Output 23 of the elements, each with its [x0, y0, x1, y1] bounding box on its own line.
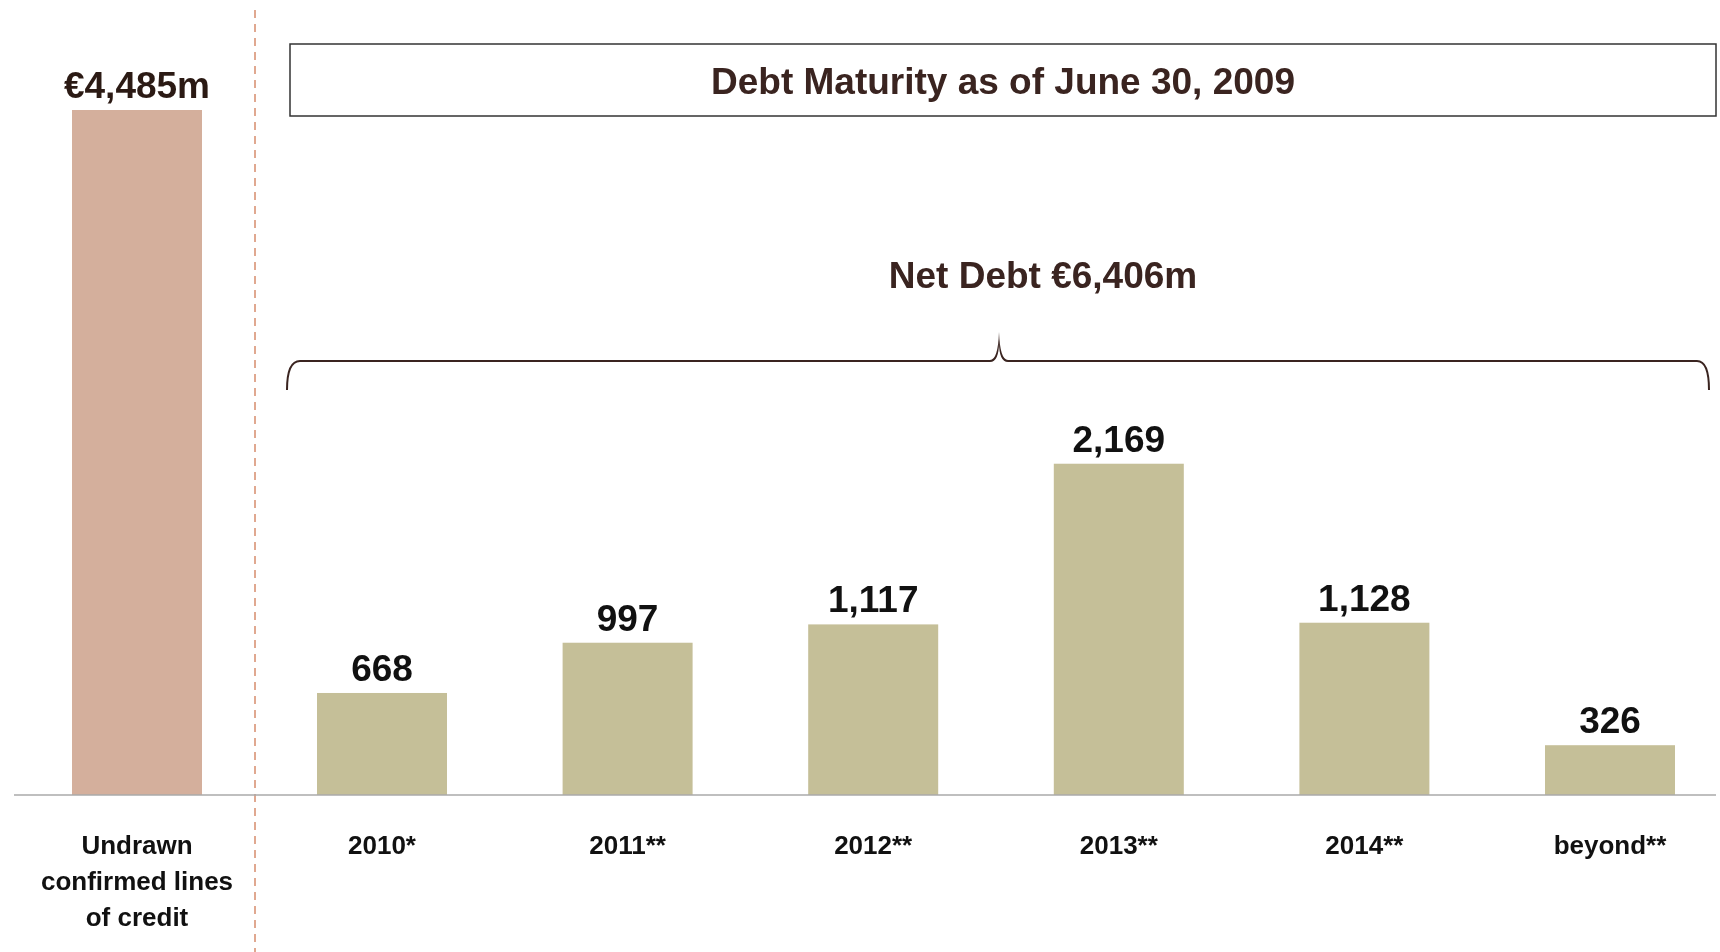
data-label: 1,128	[1318, 577, 1411, 619]
bar	[1545, 745, 1675, 795]
x-tick-label: 2011**	[589, 830, 667, 860]
x-tick-label: 2014**	[1325, 830, 1405, 860]
data-label: 668	[351, 647, 413, 689]
x-tick-label: 2013**	[1079, 830, 1159, 860]
x-tick-label: Undrawn confirmed lines of credit	[40, 830, 234, 932]
x-tick-label: 2010*	[348, 830, 417, 860]
data-label: 1,117	[827, 579, 919, 621]
x-tick-label: 2012**	[834, 830, 914, 860]
chart-title: Debt Maturity as of June 30, 2009	[711, 61, 1295, 102]
data-label: €4,485m	[63, 65, 211, 106]
bar	[808, 624, 939, 795]
bar	[1053, 463, 1184, 795]
data-label: 326	[1579, 700, 1641, 742]
bar	[562, 642, 693, 795]
bar	[317, 692, 447, 795]
data-label: 997	[596, 597, 659, 639]
bar	[72, 110, 202, 795]
bar	[1299, 622, 1430, 795]
annotation: Net Debt €6,406m	[888, 255, 1198, 296]
x-tick-label: beyond**	[1553, 830, 1668, 860]
data-label: 2,169	[1072, 418, 1166, 460]
